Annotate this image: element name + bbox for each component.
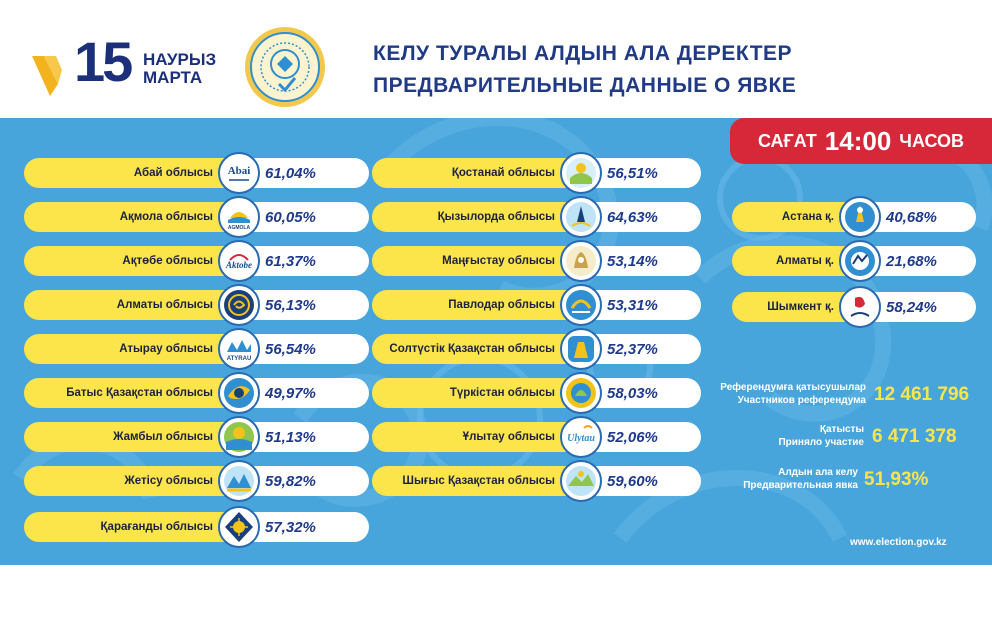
- ulytau-emblem-icon: Ulytau: [560, 416, 602, 458]
- abai-emblem-icon: Abai: [218, 152, 260, 194]
- region-turnout: 51,13%: [265, 428, 316, 446]
- participants-label-kk: Референдумға қатысушылар: [720, 382, 866, 393]
- region-name: Алматы облысы: [116, 299, 213, 311]
- stat-labels: Қатысты Приняло участие: [778, 423, 864, 449]
- city-turnout: 58,24%: [886, 298, 937, 316]
- region-name: Ақтөбе облысы: [122, 255, 213, 267]
- region-turnout: 52,37%: [607, 340, 658, 358]
- region-turnout: 64,63%: [607, 208, 658, 226]
- region-turnout: 56,54%: [265, 340, 316, 358]
- zhetisu-emblem-icon: [218, 460, 260, 502]
- kostanay-emblem-icon: [560, 152, 602, 194]
- region-name: Жамбыл облысы: [113, 431, 213, 443]
- region-name: Ұлытау облысы: [462, 431, 555, 443]
- referendum-date-logo: 15 НАУРЫЗ МАРТА: [32, 34, 222, 100]
- time-word-kk: САҒАТ: [757, 130, 817, 151]
- stat-labels: Референдумға қатысушылар Участников рефе…: [720, 381, 866, 407]
- region-turnout: 49,97%: [265, 384, 316, 402]
- region-name: Қызылорда облысы: [437, 211, 555, 223]
- region-turnout: 56,51%: [607, 164, 658, 182]
- region-turnout: 58,03%: [607, 384, 658, 402]
- svg-text:AGMOLA: AGMOLA: [228, 225, 251, 231]
- region-turnout: 59,60%: [607, 472, 658, 490]
- east-kazakhstan-emblem-icon: [560, 460, 602, 502]
- turnout-label-kk: Алдын ала келу: [778, 467, 858, 478]
- pavlodar-emblem-icon: [560, 284, 602, 326]
- city-turnout: 40,68%: [886, 208, 937, 226]
- region-name: Жетісу облысы: [124, 475, 213, 487]
- svg-text:Ulytau: Ulytau: [567, 433, 595, 444]
- city-name: Шымкент қ.: [767, 301, 834, 313]
- west-kazakhstan-emblem-icon: [218, 372, 260, 414]
- time-value: 14:00: [824, 125, 892, 156]
- region-name: Қарағанды облысы: [100, 521, 213, 533]
- region-name: Қостанай облысы: [451, 167, 555, 179]
- akmola-emblem-icon: AGMOLA: [218, 196, 260, 238]
- time-badge: САҒАТ 14:00 ЧАСОВ: [730, 118, 992, 164]
- took-part-label-ru: Приняло участие: [778, 437, 864, 448]
- region-name: Абай облысы: [133, 167, 213, 179]
- stat-labels: Алдын ала келу Предварительная явка: [743, 466, 858, 492]
- region-turnout: 53,31%: [607, 296, 658, 314]
- title-russian: ПРЕДВАРИТЕЛЬНЫЕ ДАННЫЕ О ЯВКЕ: [373, 74, 797, 97]
- mangystau-emblem-icon: [560, 240, 602, 282]
- participants-value: 12 461 796: [874, 384, 970, 405]
- logo-month-ru: МАРТА: [143, 68, 203, 87]
- atyrau-emblem-icon: ATYRAU: [218, 328, 260, 370]
- turnout-label-ru: Предварительная явка: [743, 480, 858, 491]
- took-part-label-kk: Қатысты: [819, 424, 864, 435]
- region-name: Павлодар облысы: [448, 299, 555, 311]
- zhambyl-emblem-icon: [218, 416, 260, 458]
- region-turnout: 61,04%: [265, 164, 316, 182]
- turnout-value: 51,93%: [864, 469, 929, 490]
- website-link[interactable]: www.election.gov.kz: [850, 537, 947, 548]
- region-name: Солтүстік Қазақстан облысы: [389, 343, 555, 355]
- stat-took-part: Қатысты Приняло участие 6 471 378: [690, 422, 990, 452]
- north-kazakhstan-emblem-icon: [560, 328, 602, 370]
- region-turnout: 56,13%: [265, 296, 316, 314]
- region-turnout: 60,05%: [265, 208, 316, 226]
- turkistan-emblem-icon: [560, 372, 602, 414]
- region-name: Ақмола облысы: [119, 211, 213, 223]
- shymkent-emblem-icon: [839, 286, 881, 328]
- svg-text:Aktobe: Aktobe: [225, 260, 252, 270]
- svg-text:ATYRAU: ATYRAU: [227, 356, 252, 362]
- city-turnout: 21,68%: [886, 252, 937, 270]
- city-name: Алматы қ.: [776, 255, 834, 267]
- astana-emblem-icon: [839, 196, 881, 238]
- region-name: Атырау облысы: [119, 343, 213, 355]
- region-turnout: 52,06%: [607, 428, 658, 446]
- header: 15 НАУРЫЗ МАРТА КЕЛУ ТУРАЛЫ АЛДЫН АЛА ДЕ…: [0, 0, 992, 118]
- region-turnout: 59,82%: [265, 472, 316, 490]
- logo-month-kk: НАУРЫЗ: [143, 50, 217, 69]
- region-name: Түркістан облысы: [449, 387, 555, 399]
- almaty-city-emblem-icon: [839, 240, 881, 282]
- stat-participants: Референдумға қатысушылар Участников рефе…: [690, 380, 990, 410]
- region-turnout: 53,14%: [607, 252, 658, 270]
- region-name: Батыс Қазақстан облысы: [66, 387, 213, 399]
- aktobe-emblem-icon: Aktobe: [218, 240, 260, 282]
- logo-number: 15: [74, 30, 133, 93]
- region-turnout: 61,37%: [265, 252, 316, 270]
- karaganda-emblem-icon: [218, 506, 260, 548]
- kyzylorda-emblem-icon: [560, 196, 602, 238]
- checkmark-logo-icon: [32, 56, 62, 96]
- region-turnout: 57,32%: [265, 518, 316, 536]
- almaty-region-emblem-icon: [218, 284, 260, 326]
- region-name: Шығыс Қазақстан облысы: [402, 475, 555, 487]
- stat-turnout: Алдын ала келу Предварительная явка 51,9…: [690, 465, 990, 495]
- city-name: Астана қ.: [781, 211, 834, 223]
- title-kazakh: КЕЛУ ТУРАЛЫ АЛДЫН АЛА ДЕРЕКТЕР: [373, 42, 793, 65]
- took-part-value: 6 471 378: [872, 426, 957, 447]
- svg-text:Abai: Abai: [228, 165, 251, 177]
- election-commission-emblem-icon: [245, 27, 325, 107]
- region-name: Маңғыстау облысы: [442, 255, 555, 267]
- time-word-ru: ЧАСОВ: [899, 130, 965, 151]
- participants-label-ru: Участников референдума: [737, 395, 866, 406]
